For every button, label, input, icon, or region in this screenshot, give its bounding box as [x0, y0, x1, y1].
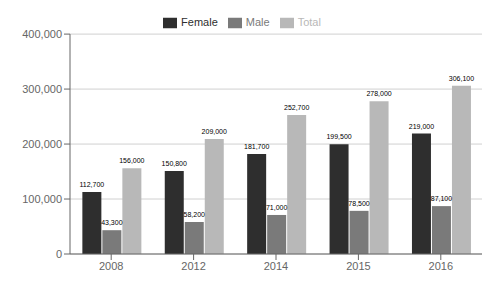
svg-text:199,500: 199,500 — [326, 133, 351, 140]
html-text:Female: Female — [181, 16, 218, 28]
svg-text:87,100: 87,100 — [431, 195, 453, 202]
svg-text:0: 0 — [56, 248, 62, 260]
svg-text:219,000: 219,000 — [409, 123, 434, 130]
svg-text:2014: 2014 — [264, 260, 288, 272]
svg-text:78,500: 78,500 — [348, 200, 370, 207]
svg-text:209,000: 209,000 — [202, 128, 227, 135]
svg-text:100,000: 100,000 — [22, 193, 62, 205]
svg-text:2016: 2016 — [429, 260, 453, 272]
svg-text:278,000: 278,000 — [366, 90, 391, 97]
html-text:Total: Total — [297, 16, 321, 28]
svg-text:2008: 2008 — [99, 260, 123, 272]
svg-text:156,000: 156,000 — [119, 157, 144, 164]
svg-text:181,700: 181,700 — [244, 143, 269, 150]
svg-text:112,700: 112,700 — [79, 181, 104, 188]
svg-text:71,000: 71,000 — [266, 204, 288, 211]
svg-text:43,300: 43,300 — [101, 219, 123, 226]
html-text:Male: Male — [245, 16, 270, 28]
svg-text:2012: 2012 — [181, 260, 205, 272]
svg-text:252,700: 252,700 — [284, 104, 309, 111]
svg-text:400,000: 400,000 — [22, 28, 62, 40]
svg-text:58,200: 58,200 — [184, 211, 206, 218]
svg-text:150,800: 150,800 — [162, 160, 187, 167]
svg-text:200,000: 200,000 — [22, 138, 62, 150]
svg-text:300,000: 300,000 — [22, 83, 62, 95]
svg-text:2015: 2015 — [346, 260, 370, 272]
svg-text:306,100: 306,100 — [449, 75, 474, 82]
